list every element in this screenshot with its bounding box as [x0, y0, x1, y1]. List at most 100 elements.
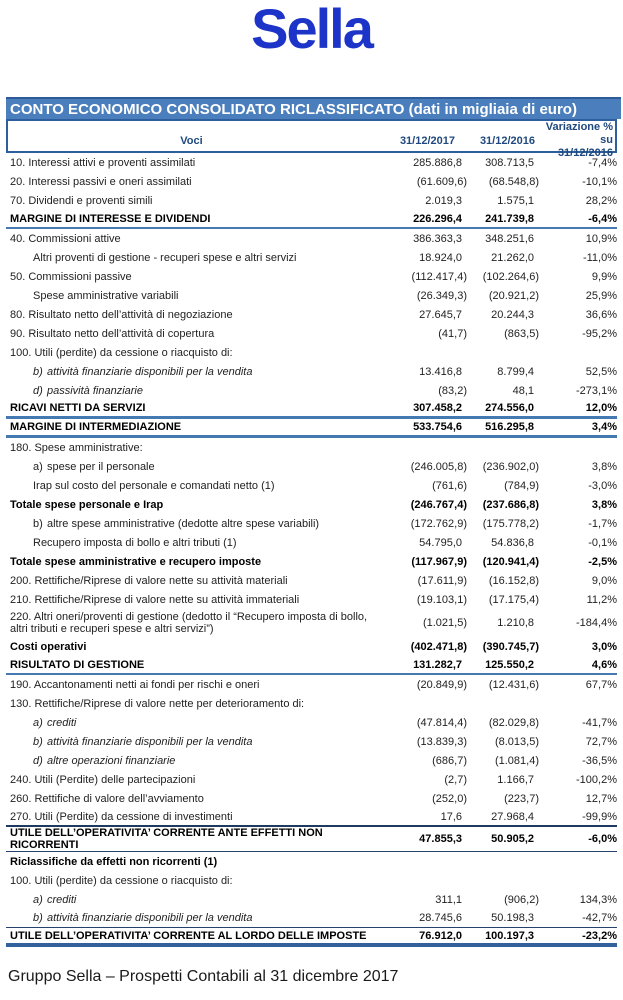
row-variation: -6,0% — [588, 833, 617, 845]
row-variation: 25,9% — [585, 289, 617, 302]
table-row: b) attività finanziarie disponibili per l… — [6, 732, 617, 751]
row-label-text: 80. Risultato netto dell’attività di neg… — [10, 308, 233, 321]
row-variation: -2,5% — [588, 555, 617, 568]
row-label-text: 130. Rettifiche/Riprese di valore nette … — [10, 697, 305, 710]
row-label: MARGINE DI INTERMEDIAZIONE — [6, 421, 377, 433]
row-variation: -23,2% — [582, 929, 617, 942]
table-row: d) altre operazioni finanziarie (686,7) (1.… — [6, 751, 617, 770]
row-letter: a) — [33, 893, 43, 906]
row-label-text: 200. Rettifiche/Riprese di valore nette … — [10, 574, 288, 587]
row-value-2017: 307.458,2 — [413, 402, 462, 414]
row-label: 260. Rettifiche di valore dell’avviament… — [6, 793, 377, 805]
row-label-text: Irap sul costo del personale e comandati… — [33, 479, 275, 492]
row-label: 270. Utili (Perdite) da cessione di inve… — [6, 811, 377, 823]
row-value-2017: (246.005,8) — [410, 460, 467, 473]
row-variation: 9,9% — [591, 270, 617, 283]
row-label: 80. Risultato netto dell’attività di neg… — [6, 309, 377, 321]
row-variation: -1,7% — [588, 517, 617, 530]
row-variation: -6,4% — [588, 212, 617, 225]
row-label: 210. Rettifiche/Riprese di valore nette … — [6, 594, 377, 606]
row-value-2017: (20.849,9) — [416, 678, 467, 691]
row-letter: b) — [33, 517, 43, 530]
row-value-2016: 125.550,2 — [485, 658, 534, 671]
table-row: a) crediti (47.814,4) (82.029,8) -41,7% — [6, 713, 617, 732]
table-row: Altri proventi di gestione - recuperi sp… — [6, 248, 617, 267]
row-label-text: Riclassifiche da effetti non ricorrenti … — [10, 855, 218, 868]
row-label-text: attività finanziarie disponibili per la … — [47, 365, 253, 378]
row-value-2016: 516.295,8 — [485, 421, 534, 433]
row-label: b) attività finanziarie disponibili per l… — [6, 736, 377, 748]
table-row: Recupero imposta di bollo e altri tribut… — [6, 533, 617, 552]
row-variation: -42,7% — [582, 912, 617, 924]
row-label-text: Recupero imposta di bollo e altri tribut… — [33, 536, 237, 549]
table-row: 50. Commissioni passive (112.417,4) (102.2… — [6, 267, 617, 286]
table-row: 260. Rettifiche di valore dell’avviament… — [6, 789, 617, 808]
row-variation: 12,7% — [585, 792, 617, 805]
row-label: Totale spese personale e Irap — [6, 499, 377, 511]
variation-column-header: Variazione % su 31/12/2016 — [535, 121, 615, 160]
row-variation: 4,6% — [591, 658, 617, 671]
row-label: Riclassifiche da effetti non ricorrenti … — [6, 856, 377, 868]
row-variation: -11,0% — [582, 251, 617, 264]
row-label-text: altre spese amministrative (dedotte altr… — [47, 517, 320, 530]
row-label-text: 220. Altri oneri/proventi di gestione (d… — [10, 611, 368, 635]
sella-logo: Sella — [251, 0, 374, 60]
row-label: b) attività finanziarie disponibili per l… — [6, 366, 377, 378]
row-label: 40. Commissioni attive — [6, 233, 377, 245]
row-letter: d) — [33, 384, 43, 397]
row-label-text: 190. Accantonamenti netti ai fondi per r… — [10, 678, 260, 691]
table-row: 240. Utili (Perdite) delle partecipazion… — [6, 770, 617, 789]
row-variation: 3,8% — [591, 498, 617, 511]
row-variation: -100,2% — [576, 773, 617, 786]
row-label: Irap sul costo del personale e comandati… — [6, 480, 377, 492]
row-label-text: 10. Interessi attivi e proventi assimila… — [10, 156, 196, 169]
row-value-2016: (223,7) — [504, 792, 539, 805]
row-variation: 52,5% — [585, 365, 617, 378]
row-label: 220. Altri oneri/proventi di gestione (d… — [6, 609, 377, 637]
row-variation: -99,9% — [582, 810, 617, 823]
table-row: Spese amministrative variabili (26.349,3)… — [6, 286, 617, 305]
row-label: UTILE DELL’OPERATIVITA’ CORRENTE ANTE EF… — [6, 827, 377, 851]
row-value-2017: (41,7) — [438, 327, 467, 340]
table-row: b) attività finanziarie disponibili per l… — [6, 909, 617, 928]
row-value-2016: 100.197,3 — [485, 929, 534, 942]
row-value-2017: (246.767,4) — [410, 498, 467, 511]
row-value-2016: 21.262,0 — [491, 251, 534, 264]
row-value-2016: 54.836,8 — [491, 536, 534, 549]
row-value-2016: 348.251,6 — [485, 232, 534, 245]
row-label: 190. Accantonamenti netti ai fondi per r… — [6, 679, 377, 691]
row-label: 240. Utili (Perdite) delle partecipazion… — [6, 774, 377, 786]
row-label: 100. Utili (perdite) da cessione o riacq… — [6, 875, 377, 887]
row-value-2017: 131.282,7 — [413, 658, 462, 671]
row-value-2017: (402.471,8) — [410, 640, 467, 653]
row-value-2017: 76.912,0 — [419, 929, 462, 942]
income-statement-table: Voci 31/12/2017 31/12/2016 Variazione % … — [6, 119, 617, 947]
row-value-2016: 27.968,4 — [491, 810, 534, 823]
row-value-2016: 1.575,1 — [497, 194, 534, 207]
row-label: Totale spese amministrative e recupero i… — [6, 556, 377, 568]
row-value-2017: (2,7) — [444, 773, 467, 786]
row-value-2017: 47.855,3 — [419, 833, 462, 845]
row-letter: b) — [33, 735, 43, 748]
row-label: b) attività finanziarie disponibili per l… — [6, 912, 377, 924]
row-value-2017: 13.416,8 — [419, 365, 462, 378]
row-label-text: 100. Utili (perdite) da cessione o riacq… — [10, 346, 233, 359]
row-value-2016: (906,2) — [504, 893, 539, 906]
row-label: d) passività finanziarie — [6, 385, 377, 397]
row-value-2016: (16.152,8) — [488, 574, 539, 587]
row-label-text: 20. Interessi passivi e oneri assimilati — [10, 175, 192, 188]
table-row: 80. Risultato netto dell’attività di neg… — [6, 305, 617, 324]
row-value-2017: (117.967,9) — [411, 555, 467, 568]
table-row: 210. Rettifiche/Riprese di valore nette … — [6, 590, 617, 609]
row-value-2017: 54.795,0 — [419, 536, 462, 549]
row-label-text: 270. Utili (Perdite) da cessione di inve… — [10, 810, 233, 823]
row-value-2017: 18.924,0 — [419, 251, 462, 264]
table-row: UTILE DELL’OPERATIVITA’ CORRENTE AL LORD… — [6, 928, 617, 947]
table-row: Irap sul costo del personale e comandati… — [6, 476, 617, 495]
row-value-2017: (172.762,9) — [410, 517, 467, 530]
col-2017-header: 31/12/2017 — [399, 134, 455, 147]
row-variation: 3,0% — [591, 640, 617, 653]
row-label-text: Altri proventi di gestione - recuperi sp… — [33, 251, 297, 264]
row-label-text: spese per il personale — [47, 460, 155, 473]
